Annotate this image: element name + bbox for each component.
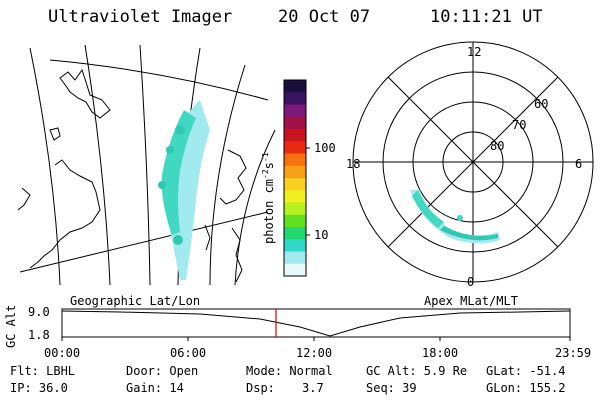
aurora-emission-polar: [410, 190, 500, 244]
longitude-line: [209, 64, 246, 286]
status-glat: GLat: -51.4: [486, 364, 566, 378]
timeline-x-tick-0600: 06:00: [170, 346, 207, 360]
colorbar-band: [284, 116, 306, 130]
timeline-y-tick-high: 9.0: [28, 305, 50, 319]
colorbar-band: [284, 153, 306, 167]
longitude-line: [234, 129, 276, 286]
timeline-y-label: GC Alt: [4, 304, 18, 348]
status-glon: GLon: 155.2: [486, 381, 566, 395]
altitude-timeline: [61, 308, 571, 341]
colorbar-band: [284, 141, 306, 154]
lat-label-80: 80: [490, 139, 505, 153]
mlt-label-18: 18: [346, 157, 361, 171]
timeline-x-tick-1200: 12:00: [296, 346, 333, 360]
mlt-line: [387, 76, 559, 248]
colorbar-band: [284, 190, 306, 203]
altitude-curve: [61, 310, 571, 337]
apex-label: Apex MLat/MLT: [424, 294, 518, 308]
latitude-line: [19, 211, 269, 273]
lat-label-60: 60: [534, 97, 549, 111]
status-filter: Flt: LBHL: [10, 364, 76, 378]
status-mode: Mode: Normal: [246, 364, 333, 378]
coastline: [17, 187, 31, 211]
colorbar: [283, 79, 310, 277]
colorbar-band: [284, 251, 306, 265]
timeline-y-tick-low: 1.8: [28, 328, 50, 342]
status-ip: IP: 36.0: [10, 381, 68, 395]
status-gain: Gain: 14: [126, 381, 184, 395]
coastline: [59, 68, 111, 119]
mlt-label-12: 12: [467, 45, 482, 59]
date-label: 20 Oct 07: [278, 7, 371, 27]
coastline: [219, 149, 247, 205]
colorbar-band: [284, 214, 306, 228]
geographic-map-panel: [17, 44, 276, 286]
status-seq: Seq: 39: [366, 381, 417, 395]
geographic-label: Geographic Lat/Lon: [70, 294, 201, 308]
mlt-label-0: 0: [467, 275, 475, 289]
time-label: 10:11:21 UT: [430, 7, 543, 27]
polar-plot: [352, 41, 594, 283]
coastline: [49, 127, 61, 141]
longitude-line: [84, 44, 111, 286]
mlt-label-6: 6: [575, 157, 583, 171]
colorbar-band: [284, 129, 306, 142]
aurora-emission-geographic: [158, 100, 210, 280]
status-door: Door: Open: [126, 364, 199, 378]
timeline-x-tick-0000: 00:00: [44, 346, 81, 360]
instrument-title: Ultraviolet Imager: [48, 7, 233, 27]
colorbar-band: [284, 165, 306, 179]
status-gc-alt: GC Alt: 5.9 Re: [366, 364, 468, 378]
longitude-line: [29, 47, 61, 286]
timeline-x-tick-2359: 23:59: [555, 346, 592, 360]
coastline: [231, 227, 243, 283]
lat-label-70: 70: [512, 118, 527, 132]
colorbar-band: [284, 202, 306, 216]
colorbar-tick-100: 100: [314, 141, 336, 155]
latitude-line: [49, 59, 269, 101]
colorbar-band: [284, 227, 306, 240]
longitude-line: [139, 44, 151, 286]
colorbar-units: photon cm-2s-1: [261, 152, 276, 244]
colorbar-band: [284, 104, 306, 118]
coastline: [204, 224, 211, 251]
colorbar-band: [284, 92, 306, 105]
colorbar-band: [284, 80, 306, 93]
colorbar-band: [284, 178, 306, 191]
coastline: [29, 159, 101, 269]
status-dsp-label: Dsp:: [246, 381, 275, 395]
colorbar-tick-10: 10: [314, 228, 329, 242]
colorbar-band: [284, 239, 306, 252]
timeline-x-tick-1800: 18:00: [422, 346, 459, 360]
colorbar-band: [284, 263, 306, 277]
status-dsp-value: 3.7: [302, 381, 324, 395]
